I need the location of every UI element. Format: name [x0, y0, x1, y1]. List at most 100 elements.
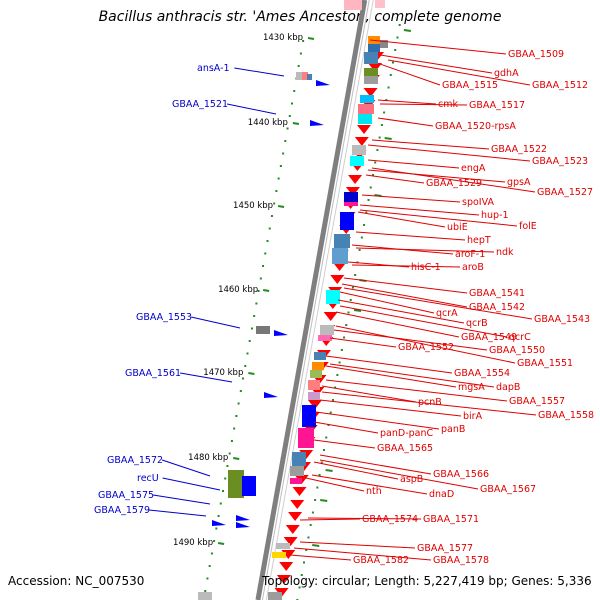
kbp-tick: [292, 122, 300, 125]
domain-box: [290, 478, 302, 484]
domain-box: [320, 325, 334, 335]
gene-label-left: GBAA_1561: [125, 368, 181, 379]
track-dot: [325, 436, 328, 439]
gene-label-right: dapB: [496, 382, 520, 393]
cds-arrow: [368, 63, 383, 72]
gene-label-right: GBAA_1549: [461, 332, 517, 343]
leader-line: [319, 454, 432, 475]
domain-box: [334, 234, 350, 248]
leader-line: [321, 391, 537, 416]
track-dot: [215, 527, 218, 530]
track-dot: [336, 374, 339, 376]
track-dot: [398, 24, 401, 26]
kbp-label: 1450 kbp: [233, 201, 273, 211]
track-dot: [244, 365, 247, 367]
leader-line: [319, 399, 462, 417]
leader-line: [387, 59, 531, 86]
gene-label-right: GBAA_1577: [417, 543, 473, 554]
gene-label-right: hisC-1: [411, 262, 441, 273]
gene-label-left: GBAA_1575: [98, 490, 154, 501]
leader-line: [325, 379, 508, 402]
kbp-tick: [233, 457, 240, 460]
minor-tick: [353, 309, 362, 312]
gene-label-right: gpsA: [507, 177, 531, 188]
gene-label-right: GBAA_1543: [534, 314, 590, 325]
track-dot: [237, 402, 240, 405]
leader-line: [339, 305, 508, 338]
leader-line: [351, 264, 461, 268]
leader-line: [329, 337, 397, 348]
leader-line: [313, 461, 399, 480]
kbp-label: 1480 kbp: [188, 453, 228, 463]
gene-label-right: GBAA_1529: [426, 178, 482, 189]
track-dot: [297, 65, 300, 67]
leader-line: [335, 325, 516, 364]
track-dot: [208, 565, 211, 567]
leader-line: [335, 311, 460, 338]
left-cds-arrow: [316, 80, 330, 86]
track-dot: [320, 461, 323, 464]
kbp-label: 1470 kbp: [203, 368, 243, 378]
left-cds-arrow: [310, 120, 324, 126]
gene-label-right: pcnB: [418, 397, 442, 408]
leader-line: [367, 144, 531, 162]
leader-line-left: [234, 67, 285, 77]
track-dot: [351, 286, 354, 289]
gene-label-right: GBAA_1550: [489, 345, 545, 356]
track-dot: [230, 440, 233, 442]
domain-box: [314, 352, 326, 360]
track-dot: [266, 240, 269, 242]
leader-line: [315, 411, 440, 430]
track-dot: [273, 202, 276, 205]
backbone-edge: [261, 0, 370, 600]
domain-box: [276, 543, 290, 549]
gene-label-right: hup-1: [481, 210, 509, 221]
left-feature: [242, 476, 256, 496]
track-dot: [394, 49, 397, 51]
track-dot: [298, 586, 301, 589]
track-dot: [365, 211, 368, 214]
track-dot: [340, 349, 343, 351]
leader-line-left: [162, 477, 221, 491]
leader-line: [289, 554, 352, 561]
leader-line: [339, 291, 435, 314]
gene-label-right: GBAA_1542: [469, 302, 525, 313]
leader-line: [307, 517, 422, 520]
domain-box: [344, 192, 358, 202]
leader-line: [355, 247, 495, 253]
cds-arrow: [323, 312, 338, 321]
track-dot: [302, 40, 305, 42]
gene-label-right: dnaD: [429, 489, 454, 500]
track-dot: [219, 502, 222, 505]
domain-box: [310, 370, 322, 378]
leader-line-left: [161, 459, 211, 477]
left-feature: [256, 326, 270, 334]
track-dot: [360, 236, 363, 239]
leader-line: [343, 287, 533, 320]
domain-box: [358, 104, 374, 114]
track-dot: [224, 477, 227, 480]
gene-label-right: GBAA_1567: [480, 484, 536, 495]
leader-line-left: [190, 316, 241, 329]
track-dot: [363, 224, 366, 226]
gene-label-right: GBAA_1517: [469, 100, 525, 111]
track-dot: [302, 561, 305, 564]
minor-tick: [384, 137, 392, 140]
gene-label-right: hepT: [467, 235, 491, 246]
domain-box: [332, 248, 348, 264]
backbone-layer: [255, 0, 374, 600]
gene-label-right: gdhA: [494, 68, 519, 79]
leader-line: [305, 477, 365, 492]
leader-line: [311, 474, 428, 495]
cds-arrow: [279, 562, 294, 571]
domain-box: [368, 44, 380, 52]
track-dot: [275, 190, 278, 192]
kbp-tick: [217, 542, 225, 545]
gene-label-right: GBAA_1520-rpsA: [435, 121, 516, 132]
track-dot: [371, 174, 374, 176]
gene-label-right: qcrA: [436, 308, 458, 319]
leader-line: [379, 63, 441, 86]
track-dot: [293, 90, 296, 92]
leader-line: [365, 174, 425, 184]
